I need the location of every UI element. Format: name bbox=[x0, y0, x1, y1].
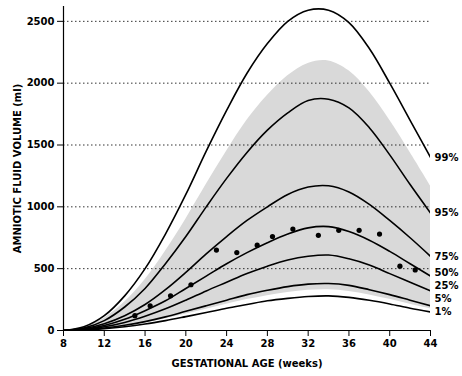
svg-text:AMNIOTIC FLUID VOLUME (ml): AMNIOTIC FLUID VOLUME (ml) bbox=[12, 84, 23, 254]
svg-text:32: 32 bbox=[301, 338, 315, 349]
svg-text:50%: 50% bbox=[435, 267, 459, 278]
svg-text:40: 40 bbox=[383, 338, 397, 349]
svg-text:25%: 25% bbox=[435, 280, 459, 291]
svg-text:95%: 95% bbox=[435, 207, 459, 218]
svg-text:36: 36 bbox=[342, 338, 356, 349]
svg-text:99%: 99% bbox=[435, 152, 459, 163]
svg-text:28: 28 bbox=[260, 338, 274, 349]
svg-text:8: 8 bbox=[60, 338, 67, 349]
svg-text:5%: 5% bbox=[435, 293, 452, 304]
svg-text:1000: 1000 bbox=[27, 201, 55, 212]
svg-text:44: 44 bbox=[424, 338, 438, 349]
svg-text:1%: 1% bbox=[435, 306, 452, 317]
svg-text:0: 0 bbox=[48, 325, 55, 336]
svg-text:20: 20 bbox=[179, 338, 193, 349]
svg-text:24: 24 bbox=[220, 338, 234, 349]
svg-text:2000: 2000 bbox=[27, 77, 55, 88]
svg-text:500: 500 bbox=[34, 263, 55, 274]
svg-text:GESTATIONAL AGE (weeks): GESTATIONAL AGE (weeks) bbox=[171, 358, 322, 369]
svg-text:75%: 75% bbox=[435, 251, 459, 262]
svg-text:16: 16 bbox=[138, 338, 152, 349]
svg-text:12: 12 bbox=[97, 338, 111, 349]
svg-text:1500: 1500 bbox=[27, 139, 55, 150]
svg-text:2500: 2500 bbox=[27, 16, 55, 27]
